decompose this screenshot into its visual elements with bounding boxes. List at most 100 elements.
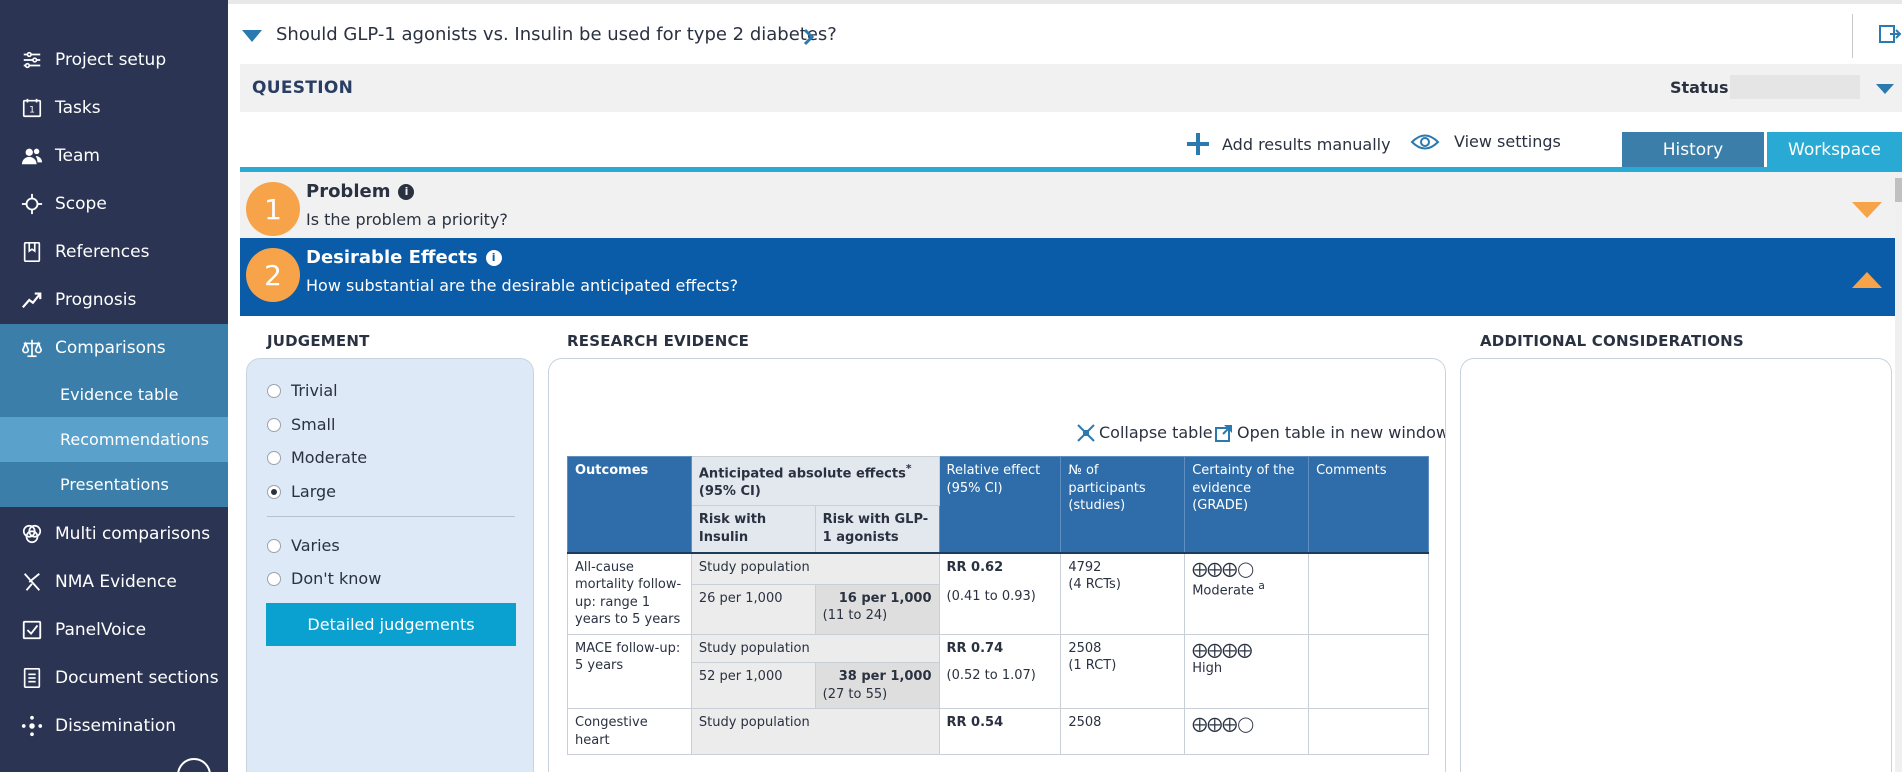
tab-history[interactable]: History — [1622, 132, 1764, 168]
judgement-option-varies[interactable]: Varies — [267, 536, 340, 555]
column-header: Outcomes — [567, 455, 692, 554]
detailed-judgements-button[interactable]: Detailed judgements — [266, 603, 516, 646]
section-number: 1 — [246, 182, 300, 236]
judgement-option-small[interactable]: Small — [267, 415, 335, 434]
comments-cell — [1308, 551, 1429, 635]
sidebar-subitem-evidence-table[interactable]: Evidence table — [0, 372, 228, 417]
sidebar-subitem-label: Presentations — [60, 475, 169, 494]
judgement-option-dont-know[interactable]: Don't know — [267, 569, 381, 588]
export-icon[interactable] — [1878, 24, 1902, 46]
radio-button[interactable] — [267, 538, 281, 553]
column-header: Relative effect (95% CI) — [938, 455, 1062, 554]
radio-button[interactable] — [267, 383, 281, 398]
sidebar-item-comparisons[interactable]: Comparisons — [0, 324, 228, 372]
table-row: 52 per 1,000 38 per 1,000 (27 to 55) — [568, 662, 1429, 710]
chevron-right-icon[interactable] — [803, 28, 815, 46]
add-results-button[interactable]: Add results manually — [1186, 132, 1391, 156]
radio-button[interactable] — [267, 450, 281, 465]
certainty-symbols: ⨁⨁⨁⨁ — [1192, 640, 1253, 659]
divider — [267, 516, 515, 517]
collapse-table-label: Collapse table — [1099, 423, 1213, 442]
status-label: Status — [1670, 78, 1729, 97]
relative-value: RR 0.54 — [946, 715, 1004, 731]
sidebar-item-references[interactable]: References — [0, 228, 228, 276]
divider — [1852, 14, 1853, 58]
sidebar: Project setup 1 Tasks Team Scope Referen… — [0, 0, 228, 772]
view-settings-label: View settings — [1454, 132, 1561, 151]
sidebar-item-label: Project setup — [55, 50, 167, 70]
section-problem[interactable]: 1 Problem i Is the problem a priority? — [240, 172, 1896, 250]
sidebar-item-label: Comparisons — [55, 338, 166, 358]
tab-workspace[interactable]: Workspace — [1767, 132, 1902, 168]
sidebar-item-dissemination[interactable]: Dissemination — [0, 702, 228, 750]
radio-button[interactable] — [267, 484, 281, 499]
certainty-cell: ⨁⨁⨁◯ Moderate a — [1184, 551, 1310, 635]
column-header: Risk with GLP-1 agonists — [814, 505, 940, 554]
risk-insulin-cell: 26 per 1,000 — [690, 583, 816, 635]
info-icon[interactable]: i — [398, 183, 415, 200]
option-label: Trivial — [291, 381, 338, 400]
column-header: № of participants (studies) — [1060, 455, 1186, 554]
sidebar-item-team[interactable]: Team — [0, 132, 228, 180]
sidebar-item-label: References — [55, 242, 150, 262]
additional-considerations-heading: ADDITIONAL CONSIDERATIONS — [1480, 332, 1744, 350]
collapse-caret-icon[interactable] — [242, 30, 262, 42]
scrollbar[interactable] — [1895, 172, 1902, 772]
status-caret-icon[interactable] — [1876, 84, 1894, 94]
divider — [240, 167, 1902, 172]
radio-button[interactable] — [267, 571, 281, 586]
status-select[interactable] — [1730, 75, 1860, 99]
scale-icon — [20, 336, 44, 360]
additional-considerations-panel[interactable] — [1460, 358, 1892, 772]
sidebar-item-panelvoice[interactable]: PanelVoice — [0, 606, 228, 654]
sidebar-item-scope[interactable]: Scope — [0, 180, 228, 228]
scrollbar-thumb[interactable] — [1895, 178, 1902, 202]
help-icon[interactable] — [177, 758, 211, 772]
relative-effect-cell: RR 0.54 — [938, 708, 1062, 756]
sidebar-item-document-sections[interactable]: Document sections — [0, 654, 228, 702]
certainty-symbols: ⨁⨁⨁◯ — [1192, 559, 1255, 578]
trend-icon — [20, 288, 44, 312]
circles-icon — [20, 522, 44, 546]
judgement-heading: JUDGEMENT — [267, 332, 370, 350]
view-settings-button[interactable]: View settings — [1410, 132, 1561, 151]
sidebar-subitem-presentations[interactable]: Presentations — [0, 462, 228, 507]
sidebar-item-tasks[interactable]: 1 Tasks — [0, 84, 228, 132]
sidebar-item-label: Prognosis — [55, 290, 137, 310]
sidebar-item-project-setup[interactable]: Project setup — [0, 36, 228, 84]
research-evidence-panel: Collapse table Open table in new window … — [548, 358, 1446, 772]
section-desirable-effects[interactable]: 2 Desirable Effects i How substantial ar… — [240, 238, 1896, 316]
network-icon — [20, 570, 44, 594]
collapse-caret-icon[interactable] — [1852, 272, 1882, 288]
section-subtitle: How substantial are the desirable antici… — [306, 276, 739, 295]
column-header: Anticipated absolute effects* (95% CI) — [690, 455, 940, 507]
bookmark-icon — [20, 240, 44, 264]
option-label: Small — [291, 415, 336, 434]
checkbox-icon — [20, 618, 44, 642]
external-link-icon — [1215, 424, 1232, 442]
relative-ci: (0.41 to 0.93) — [946, 589, 1036, 605]
footnote-mark: * — [905, 462, 912, 475]
info-icon[interactable]: i — [485, 249, 502, 266]
sidebar-item-label: Tasks — [55, 98, 101, 118]
option-label: Varies — [291, 536, 340, 555]
expand-caret-icon[interactable] — [1852, 202, 1882, 218]
judgement-option-moderate[interactable]: Moderate — [267, 448, 367, 467]
sidebar-item-prognosis[interactable]: Prognosis — [0, 276, 228, 324]
sidebar-item-nma-evidence[interactable]: NMA Evidence — [0, 558, 228, 606]
option-label: Moderate — [291, 448, 368, 467]
document-icon — [20, 666, 44, 690]
relative-effect-cell: RR 0.62 (0.41 to 0.93) — [938, 551, 1062, 635]
radio-button[interactable] — [267, 417, 281, 432]
sidebar-item-multi-comparisons[interactable]: Multi comparisons — [0, 510, 228, 558]
risk-glp-cell: 38 per 1,000 (27 to 55) — [814, 662, 940, 710]
judgement-option-large[interactable]: Large — [267, 482, 336, 501]
section-number: 2 — [246, 248, 300, 302]
relative-value: RR 0.74 — [946, 640, 1004, 656]
table-row: MACE follow-up: 5 years Study population… — [567, 633, 1429, 710]
sidebar-item-label: Multi comparisons — [55, 524, 211, 544]
collapse-table-button[interactable]: Collapse table — [1077, 423, 1213, 442]
sidebar-subitem-recommendations[interactable]: Recommendations — [0, 417, 228, 462]
judgement-option-trivial[interactable]: Trivial — [267, 381, 338, 400]
open-new-window-button[interactable]: Open table in new window — [1215, 423, 1445, 442]
